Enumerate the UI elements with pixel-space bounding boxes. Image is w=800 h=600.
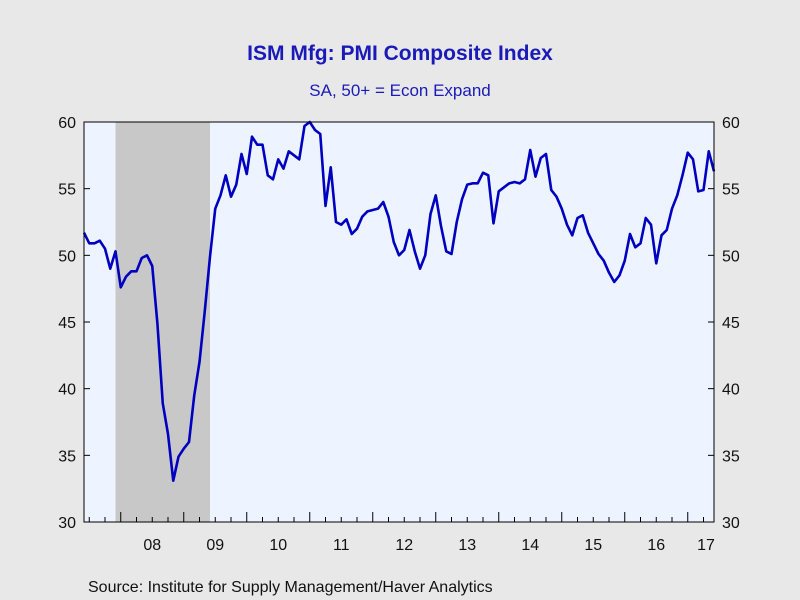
x-tick-label: 11 (333, 537, 350, 554)
x-tick-label: 12 (395, 537, 413, 554)
x-tick-label: 16 (647, 537, 665, 554)
y-tick-label-left: 30 (58, 515, 76, 532)
recession-shading-layer (115, 122, 210, 522)
y-tick-label-right: 60 (722, 115, 740, 132)
y-tick-label-right: 40 (722, 382, 740, 399)
plot-frame (83, 121, 715, 523)
source-note: Source: Institute for Supply Management/… (88, 579, 493, 596)
y-tick-label-right: 45 (722, 315, 740, 332)
x-tick-label: 17 (697, 537, 715, 554)
series-line (82, 120, 716, 482)
x-tick-label: 08 (143, 537, 161, 554)
tick-labels-layer: 30 30 35 35 40 40 45 45 50 50 55 55 60 60 08 09 10 11 12 13… (58, 115, 740, 554)
y-tick-label-right: 50 (722, 248, 740, 265)
x-tick-label: 09 (206, 537, 224, 554)
x-tick-label: 10 (269, 537, 287, 554)
y-tick-label-left: 50 (58, 248, 76, 265)
chart-title: ISM Mfg: PMI Composite Index (247, 42, 553, 65)
y-tick-label-left: 45 (58, 315, 76, 332)
y-tick-label-left: 35 (58, 448, 76, 465)
y-tick-label-left: 55 (58, 182, 76, 199)
series-layer (82, 120, 716, 482)
chart-subtitle: SA, 50+ = Econ Expand (309, 81, 490, 100)
axis-ticks-layer (84, 121, 714, 523)
y-tick-label-left: 60 (58, 115, 76, 132)
x-tick-label: 13 (458, 537, 476, 554)
recession-band (115, 122, 210, 522)
y-tick-label-right: 30 (722, 515, 740, 532)
y-tick-label-right: 35 (722, 448, 740, 465)
x-tick-label: 15 (584, 537, 602, 554)
y-tick-label-left: 40 (58, 382, 76, 399)
y-tick-label-right: 55 (722, 182, 740, 199)
x-tick-label: 14 (521, 537, 539, 554)
